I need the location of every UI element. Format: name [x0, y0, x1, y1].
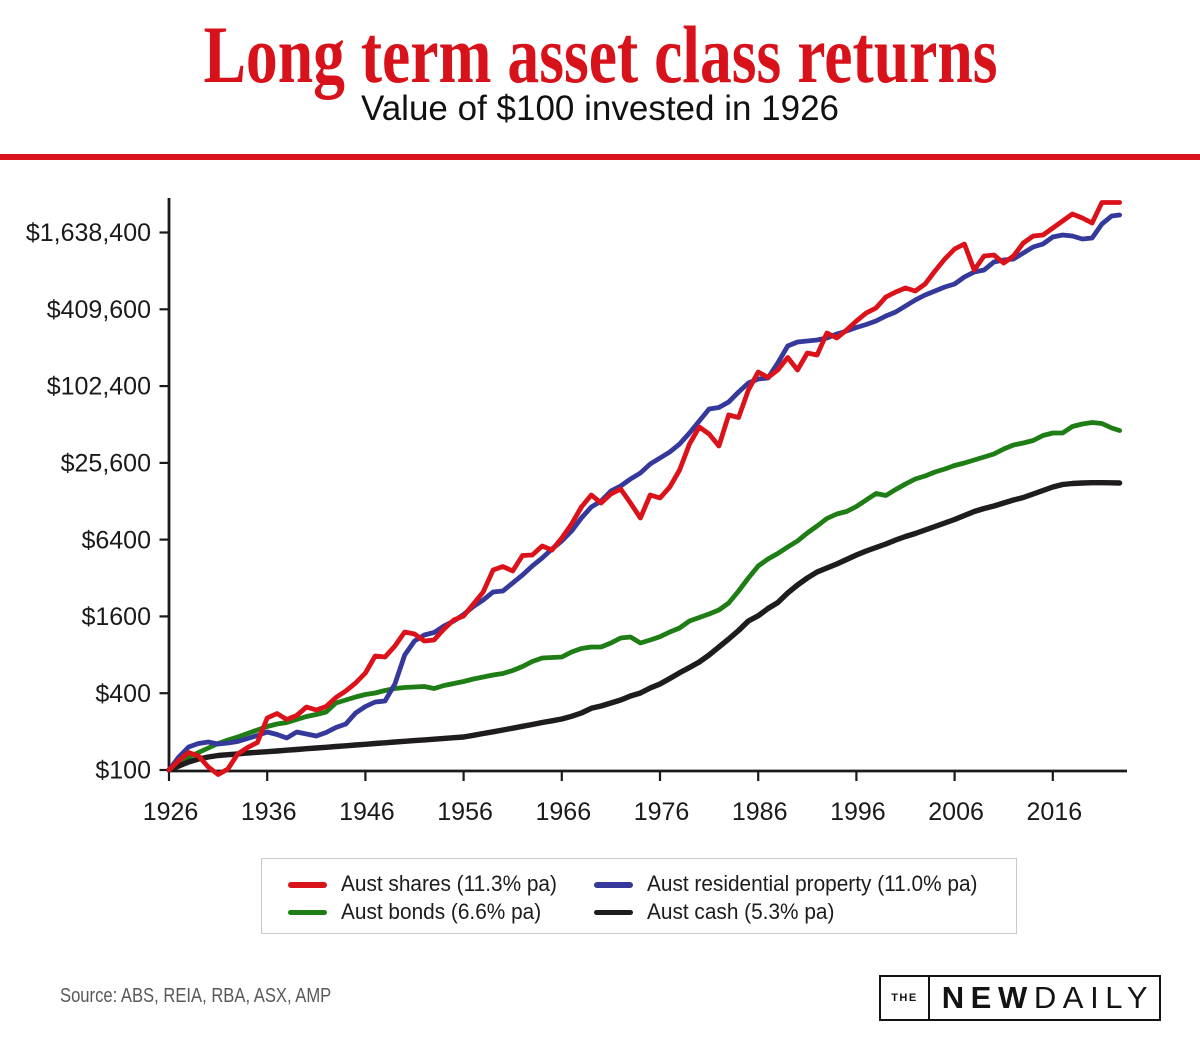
svg-text:$1,638,400: $1,638,400 — [26, 219, 151, 247]
svg-text:1956: 1956 — [437, 798, 493, 826]
svg-text:1976: 1976 — [634, 798, 690, 826]
svg-text:1986: 1986 — [732, 798, 788, 826]
svg-text:1996: 1996 — [830, 798, 886, 826]
svg-text:$25,600: $25,600 — [61, 450, 151, 478]
svg-text:1946: 1946 — [339, 798, 395, 826]
svg-text:$102,400: $102,400 — [47, 373, 151, 401]
svg-text:$409,600: $409,600 — [47, 296, 151, 324]
svg-text:$100: $100 — [95, 757, 151, 785]
svg-text:$1600: $1600 — [81, 603, 151, 631]
svg-text:2016: 2016 — [1026, 798, 1082, 826]
svg-text:$400: $400 — [95, 680, 151, 708]
svg-text:$6400: $6400 — [81, 526, 151, 554]
svg-text:1966: 1966 — [535, 798, 591, 826]
svg-text:2006: 2006 — [928, 798, 984, 826]
svg-text:Long term asset class returns: Long term asset class returns — [204, 9, 998, 100]
svg-text:1926: 1926 — [143, 798, 199, 826]
svg-text:1936: 1936 — [241, 798, 297, 826]
